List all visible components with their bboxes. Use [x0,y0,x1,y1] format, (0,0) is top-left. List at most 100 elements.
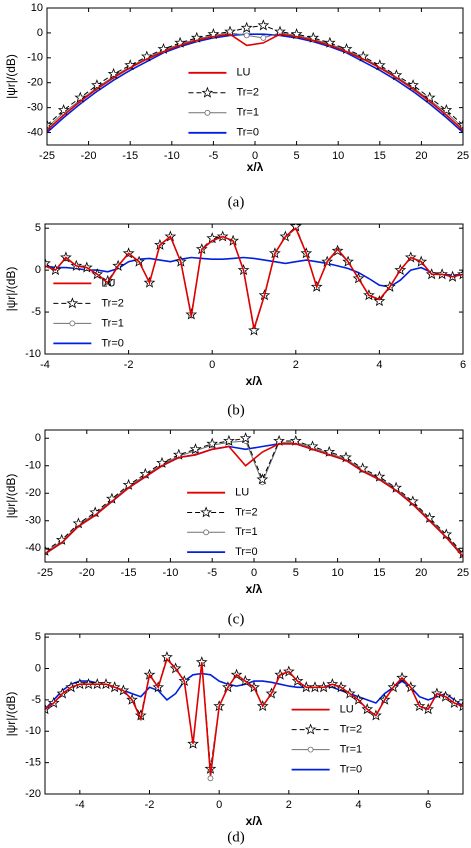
marker-star [239,432,252,444]
x-tick-label: 4 [355,799,361,811]
legend-label: Tr=2 [340,724,363,736]
legend-label: LU [235,487,249,499]
y-tick-label: -15 [25,757,41,769]
marker-star [57,103,70,116]
x-tick-label: 20 [415,567,427,579]
series-line [47,24,463,126]
x-tick-label: 6 [460,359,466,371]
x-tick-label: 5 [294,150,300,162]
panel: -4 -2 0 2 4 6 -10 -5 0 5 LU Tr=2 Tr=1 Tr=0 x/λ |ψr|/(dB… [4,222,466,418]
y-tick-label: 5 [35,222,41,234]
marker-star [47,118,53,131]
y-tick-label: -20 [25,788,41,800]
y-tick-label: -5 [31,306,41,318]
x-tick-label: -25 [37,567,53,579]
marker-star [74,91,87,103]
marker-star [189,443,202,455]
legend-label: Tr=1 [235,526,258,538]
marker-star [223,434,235,446]
x-axis-label: x/λ [246,814,263,828]
y-tick-label: -5 [31,694,41,706]
legend-label: Tr=2 [235,506,258,518]
x-tick-label: 15 [373,567,385,579]
y-tick-label: 5 [35,631,41,643]
x-tick-label: -20 [79,567,95,579]
x-axis-label: x/λ [246,374,263,388]
series-line [47,33,463,131]
marker-star [66,297,79,309]
y-tick-label: -10 [27,52,43,64]
plot-frame [46,7,464,146]
marker-star [107,67,120,80]
panel: -4 -2 0 2 4 6-20-15-10-505LUTr=2Tr=1Tr=0x/λ|ψ… [4,631,464,845]
plot-area [47,19,463,134]
legend-label: LU [236,67,250,79]
y-tick-label: -20 [27,77,43,89]
y-tick-label: 0 [35,264,41,276]
marker-star [257,19,270,31]
legend-label: Tr=0 [101,337,124,349]
marker-star [407,79,419,91]
x-tick-label: -20 [81,150,97,162]
x-tick-label: -2 [145,799,155,811]
x-tick-label: -5 [207,567,217,579]
series-line [45,657,463,776]
y-axis-label: |ψr|/(dB) [4,54,18,99]
series-line [45,256,463,288]
marker-star [206,437,219,449]
marker-star [200,506,213,518]
marker-star [304,723,317,735]
series-line [45,226,463,330]
y-tick-label: -10 [25,460,41,472]
y-tick-label: -10 [25,348,41,360]
y-tick-label: 0 [35,662,41,674]
y-tick-label: -40 [25,542,41,554]
x-tick-label: 2 [286,799,292,811]
x-axis-label: x/λ [247,160,264,174]
marker-star [457,268,463,280]
marker-star [457,118,463,131]
x-tick-label: 10 [332,150,344,162]
legend-label: Tr=0 [340,764,363,776]
y-tick-label: -40 [27,126,43,138]
plot-frame [44,429,464,563]
marker-circle [69,320,76,327]
caption: (d) [227,829,245,845]
marker-circle [203,529,210,536]
x-tick-label: 4 [376,359,382,371]
legend-label: Tr=2 [236,87,259,99]
panel: -25 -20 -15 -10 -5 0 5 10 15 20 25 -40 -30 -20 -10 0 LU T… [4,429,469,627]
y-axis-label: |ψr|/(dB) [4,692,18,737]
plot-frame [44,223,464,355]
marker-star [201,86,214,98]
marker-star [91,79,103,91]
x-tick-label: -2 [124,359,134,371]
legend-label: LU [340,704,354,716]
y-tick-label: -30 [25,515,41,527]
marker-star [45,257,51,269]
plot-area [45,432,463,559]
x-tick-label: -4 [40,359,50,371]
y-tick-label: 0 [37,27,43,39]
y-tick-label: 10 [31,2,43,14]
x-tick-label: 10 [331,567,343,579]
x-tick-label: -5 [209,150,219,162]
x-tick-label: -10 [162,567,178,579]
x-tick-label: 25 [457,150,469,162]
x-tick-label: -25 [39,150,55,162]
series-line [45,443,463,558]
marker-star [440,103,453,116]
marker-circle [204,109,211,116]
caption: (a) [228,194,245,210]
panel: -25 -20 -15 -10 -5 0 5 10 15 20 25 -40 -30 -20 -10 0 10 L… [4,2,469,211]
legend-label: Tr=0 [235,546,258,558]
x-tick-label: 25 [457,567,469,579]
y-tick-label: -20 [25,487,41,499]
x-tick-label: -15 [121,567,137,579]
marker-circle [207,775,214,782]
x-tick-label: 15 [374,150,386,162]
marker-star [248,324,260,336]
marker-star [256,473,269,485]
x-tick-label: 0 [251,567,257,579]
